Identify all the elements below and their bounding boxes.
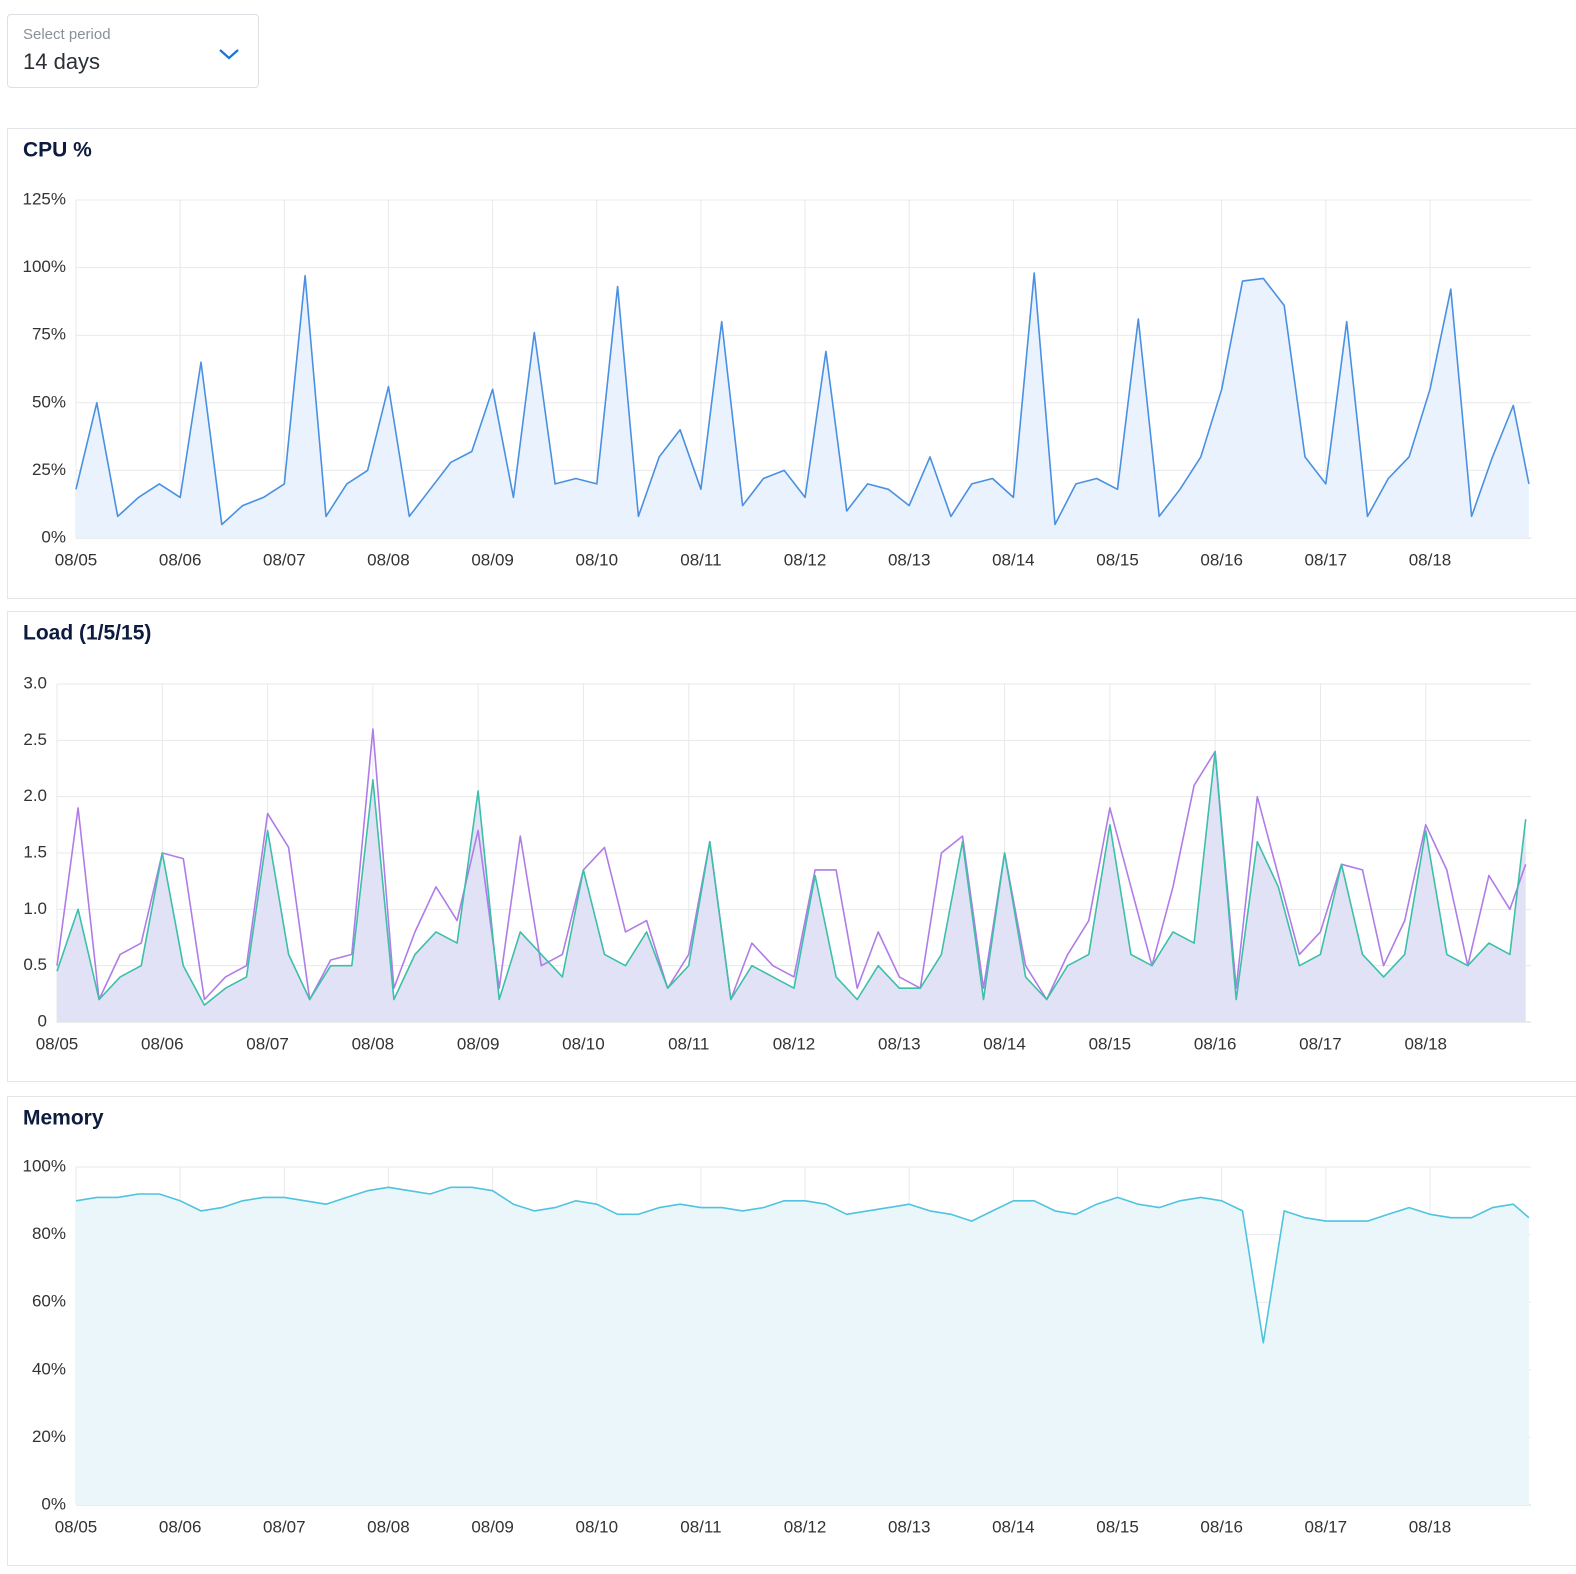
- x-tick-label: 08/16: [1200, 1517, 1243, 1536]
- y-tick-label: 125%: [23, 189, 66, 208]
- y-tick-label: 3.0: [23, 673, 47, 692]
- x-tick-label: 08/10: [562, 1034, 605, 1053]
- chevron-icon: [219, 49, 239, 60]
- x-tick-label: 08/06: [141, 1034, 184, 1053]
- x-tick-label: 08/07: [263, 550, 306, 569]
- y-tick-label: 25%: [32, 460, 66, 479]
- x-tick-label: 08/07: [246, 1034, 289, 1053]
- y-tick-label: 0%: [41, 1494, 66, 1513]
- x-tick-label: 08/16: [1194, 1034, 1237, 1053]
- x-tick-label: 08/10: [575, 1517, 618, 1536]
- chart-title: CPU %: [23, 139, 92, 162]
- x-tick-label: 08/05: [55, 1517, 98, 1536]
- x-tick-label: 08/14: [992, 1517, 1035, 1536]
- x-tick-label: 08/08: [352, 1034, 395, 1053]
- chart-title: Load (1/5/15): [23, 622, 151, 645]
- y-tick-label: 2.5: [23, 730, 47, 749]
- data-line: [75, 272, 1530, 526]
- area-fill: [57, 751, 1526, 1022]
- area-fill: [76, 1187, 1529, 1505]
- x-tick-label: 08/11: [680, 550, 721, 569]
- x-tick-label: 08/09: [471, 1517, 514, 1536]
- y-tick-label: 80%: [32, 1224, 66, 1243]
- x-tick-label: 08/11: [668, 1034, 709, 1053]
- data-line: [75, 1186, 1530, 1344]
- data-line: [56, 750, 1527, 1006]
- y-tick-label: 100%: [23, 1156, 66, 1175]
- chart-title: Memory: [23, 1107, 104, 1130]
- area-fill: [76, 273, 1529, 538]
- data-line: [56, 728, 1527, 1001]
- y-tick-label: 1.0: [23, 899, 47, 918]
- x-tick-label: 08/11: [680, 1517, 721, 1536]
- x-tick-label: 08/12: [784, 550, 827, 569]
- select-label: Select period: [23, 26, 111, 43]
- y-tick-label: 50%: [32, 392, 66, 411]
- x-tick-label: 08/10: [575, 550, 618, 569]
- x-tick-label: 08/09: [471, 550, 514, 569]
- x-tick-label: 08/15: [1096, 1517, 1139, 1536]
- y-tick-label: 0.5: [23, 955, 47, 974]
- select-value: 14 days: [23, 49, 101, 74]
- x-tick-label: 08/09: [457, 1034, 500, 1053]
- x-tick-label: 08/05: [36, 1034, 79, 1053]
- x-tick-label: 08/06: [159, 1517, 202, 1536]
- x-tick-label: 08/06: [159, 550, 202, 569]
- x-tick-label: 08/15: [1096, 550, 1139, 569]
- x-tick-label: 08/12: [773, 1034, 816, 1053]
- y-tick-label: 75%: [32, 325, 66, 344]
- period-select[interactable]: Select period 14 days: [7, 14, 259, 88]
- x-tick-label: 08/05: [55, 550, 98, 569]
- x-tick-label: 08/17: [1299, 1034, 1342, 1053]
- x-tick-label: 08/18: [1409, 1517, 1452, 1536]
- x-tick-label: 08/18: [1404, 1034, 1447, 1053]
- x-tick-label: 08/13: [888, 1517, 931, 1536]
- x-tick-label: 08/13: [878, 1034, 921, 1053]
- x-tick-label: 08/15: [1089, 1034, 1132, 1053]
- x-tick-label: 08/14: [983, 1034, 1026, 1053]
- x-tick-label: 08/07: [263, 1517, 306, 1536]
- x-tick-label: 08/17: [1305, 1517, 1348, 1536]
- x-tick-label: 08/18: [1409, 550, 1452, 569]
- y-tick-label: 1.5: [23, 842, 47, 861]
- y-tick-label: 0%: [41, 527, 66, 546]
- x-tick-label: 08/13: [888, 550, 931, 569]
- x-tick-label: 08/08: [367, 1517, 410, 1536]
- x-tick-label: 08/16: [1200, 550, 1243, 569]
- y-tick-label: 60%: [32, 1292, 66, 1311]
- x-tick-label: 08/12: [784, 1517, 827, 1536]
- x-tick-label: 08/08: [367, 550, 410, 569]
- y-tick-label: 20%: [32, 1427, 66, 1446]
- x-tick-label: 08/14: [992, 550, 1035, 569]
- y-tick-label: 2.0: [23, 786, 47, 805]
- y-tick-label: 100%: [23, 257, 66, 276]
- y-tick-label: 40%: [32, 1359, 66, 1378]
- x-tick-label: 08/17: [1305, 550, 1348, 569]
- y-tick-label: 0: [38, 1011, 47, 1030]
